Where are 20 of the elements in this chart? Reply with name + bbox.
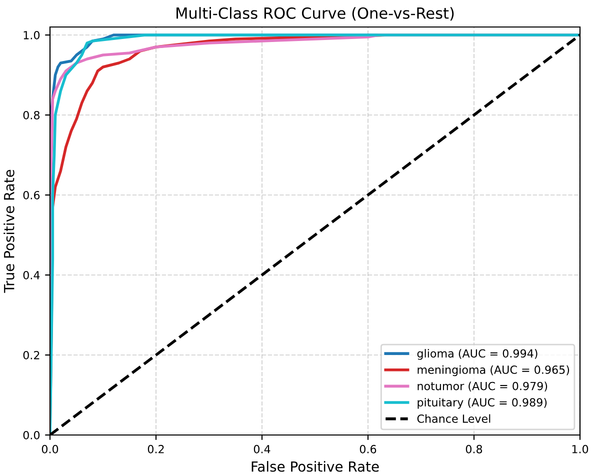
x-tick-label: 0.6 [360, 444, 376, 454]
legend-label: Chance Level [417, 414, 490, 423]
x-tick-label: 0.8 [466, 444, 482, 454]
legend-label: pituitary (AUC = 0.989) [418, 398, 547, 409]
y-tick-label: 0.0 [23, 430, 40, 440]
legend-label: glioma (AUC = 0.994) [417, 349, 538, 360]
x-axis-title: False Positive Rate [252, 461, 379, 472]
chart-title: Multi-Class ROC Curve (One-vs-Rest) [176, 7, 454, 21]
legend-label: meningioma (AUC = 0.965) [418, 365, 570, 376]
x-tick-label: 1.0 [572, 444, 588, 454]
x-tick-label: 0.4 [254, 444, 270, 454]
y-tick-label: 0.2 [23, 350, 40, 360]
x-tick-label: 0.2 [148, 444, 164, 454]
y-tick-label: 0.4 [23, 270, 40, 280]
x-tick-label: 0.0 [42, 444, 58, 454]
y-tick-label: 1.0 [24, 30, 40, 40]
legend-label: notumor (AUC = 0.979) [418, 382, 548, 392]
y-axis-title: True Positive Rate [4, 170, 14, 293]
y-tick-label: 0.6 [23, 190, 40, 200]
y-tick-label: 0.8 [23, 110, 40, 120]
